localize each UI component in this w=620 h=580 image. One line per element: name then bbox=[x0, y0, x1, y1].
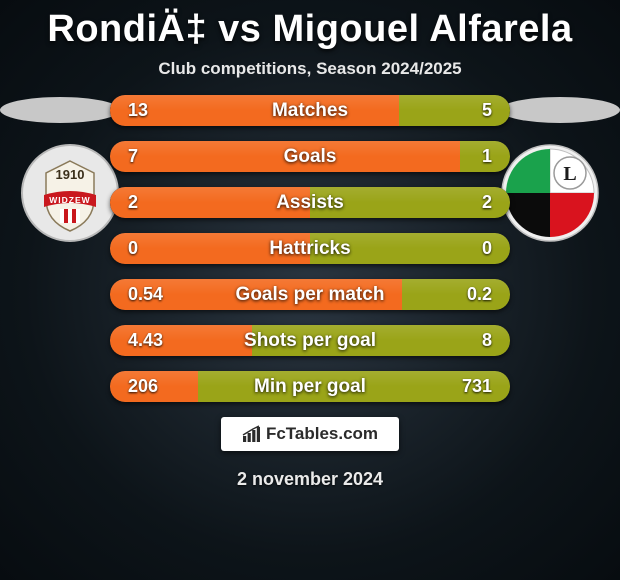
stat-row: 206731Min per goal bbox=[110, 371, 510, 402]
brand-text: FcTables.com bbox=[266, 424, 378, 444]
brand-logo-box[interactable]: FcTables.com bbox=[221, 417, 399, 451]
page-subtitle: Club competitions, Season 2024/2025 bbox=[0, 59, 620, 79]
stat-row: 22Assists bbox=[110, 187, 510, 218]
stat-label: Matches bbox=[110, 95, 510, 126]
svg-text:1910: 1910 bbox=[56, 167, 85, 182]
stat-row: 4.438Shots per goal bbox=[110, 325, 510, 356]
stat-row: 0.540.2Goals per match bbox=[110, 279, 510, 310]
player-shadow-right bbox=[500, 97, 620, 123]
snapshot-date: 2 november 2024 bbox=[0, 469, 620, 490]
chart-icon bbox=[242, 425, 262, 443]
stat-row: 135Matches bbox=[110, 95, 510, 126]
stat-label: Goals bbox=[110, 141, 510, 172]
svg-text:L: L bbox=[563, 163, 576, 185]
stat-label: Min per goal bbox=[110, 371, 510, 402]
stat-label: Assists bbox=[110, 187, 510, 218]
stat-label: Shots per goal bbox=[110, 325, 510, 356]
team-crest-left: 1910 WIDZEW bbox=[20, 143, 120, 243]
stat-label: Hattricks bbox=[110, 233, 510, 264]
stat-label: Goals per match bbox=[110, 279, 510, 310]
stat-row: 00Hattricks bbox=[110, 233, 510, 264]
team-crest-right: L bbox=[500, 143, 600, 243]
comparison-content: 1910 WIDZEW L 135Matches 71Goals 22Assists… bbox=[0, 91, 620, 402]
stat-rows: 135Matches 71Goals 22Assists 00Hattricks 0.5… bbox=[110, 91, 510, 402]
svg-text:WIDZEW: WIDZEW bbox=[49, 195, 90, 205]
player-shadow-left bbox=[0, 97, 120, 123]
page-title: RondiÄ‡ vs Migouel Alfarela bbox=[0, 0, 620, 51]
stat-row: 71Goals bbox=[110, 141, 510, 172]
